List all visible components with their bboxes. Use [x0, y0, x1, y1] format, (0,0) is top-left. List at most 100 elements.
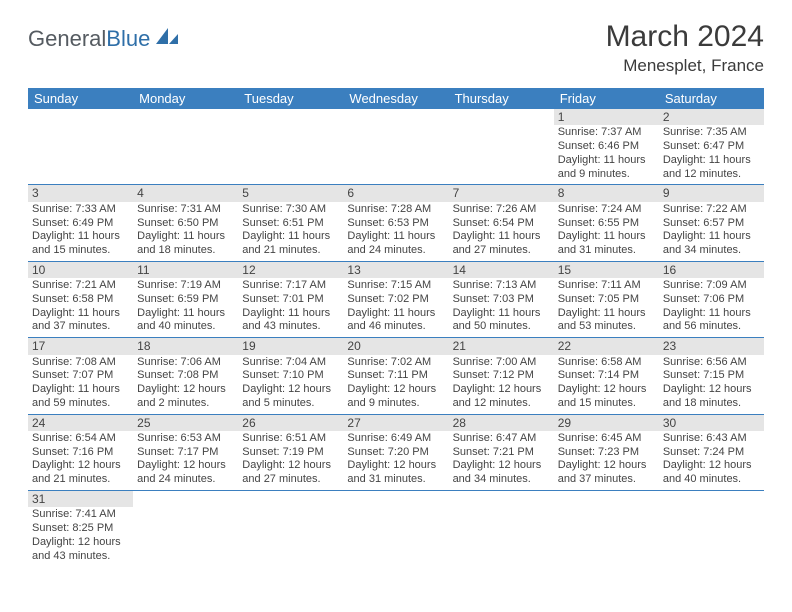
sunrise-text: Sunrise: 6:56 AM	[663, 356, 760, 370]
sunset-text: Sunset: 7:08 PM	[137, 369, 234, 383]
calendar-cell: 15Sunrise: 7:11 AMSunset: 7:05 PMDayligh…	[554, 261, 659, 337]
calendar-cell: 4Sunrise: 7:31 AMSunset: 6:50 PMDaylight…	[133, 185, 238, 261]
sunset-text: Sunset: 6:50 PM	[137, 217, 234, 231]
daylight-text-2: and 59 minutes.	[32, 397, 129, 411]
weekday-saturday: Saturday	[659, 88, 764, 109]
sunset-text: Sunset: 6:59 PM	[137, 293, 234, 307]
weekday-friday: Friday	[554, 88, 659, 109]
daylight-text-1: Daylight: 12 hours	[558, 383, 655, 397]
calendar-cell	[238, 109, 343, 185]
calendar-cell: 26Sunrise: 6:51 AMSunset: 7:19 PMDayligh…	[238, 414, 343, 490]
sunrise-text: Sunrise: 6:47 AM	[453, 432, 550, 446]
sunset-text: Sunset: 6:58 PM	[32, 293, 129, 307]
daylight-text-1: Daylight: 11 hours	[347, 307, 444, 321]
sunrise-text: Sunrise: 7:08 AM	[32, 356, 129, 370]
sunset-text: Sunset: 7:19 PM	[242, 446, 339, 460]
day-detail: Sunrise: 6:49 AMSunset: 7:20 PMDaylight:…	[343, 431, 448, 490]
daylight-text-1: Daylight: 12 hours	[137, 459, 234, 473]
daylight-text-1: Daylight: 11 hours	[32, 230, 129, 244]
sunrise-text: Sunrise: 7:41 AM	[32, 508, 129, 522]
sunrise-text: Sunrise: 7:21 AM	[32, 279, 129, 293]
daylight-text-2: and 56 minutes.	[663, 320, 760, 334]
day-number: 15	[554, 262, 659, 278]
sunset-text: Sunset: 7:02 PM	[347, 293, 444, 307]
day-number: 26	[238, 415, 343, 431]
day-detail: Sunrise: 7:15 AMSunset: 7:02 PMDaylight:…	[343, 278, 448, 337]
sunrise-text: Sunrise: 6:58 AM	[558, 356, 655, 370]
daylight-text-2: and 24 minutes.	[347, 244, 444, 258]
calendar-table: Sunday Monday Tuesday Wednesday Thursday…	[28, 88, 764, 566]
sunrise-text: Sunrise: 7:04 AM	[242, 356, 339, 370]
daylight-text-1: Daylight: 12 hours	[453, 383, 550, 397]
day-number: 17	[28, 338, 133, 354]
daylight-text-2: and 31 minutes.	[558, 244, 655, 258]
daylight-text-1: Daylight: 12 hours	[558, 459, 655, 473]
logo: GeneralBlue	[28, 20, 180, 52]
day-detail: Sunrise: 6:54 AMSunset: 7:16 PMDaylight:…	[28, 431, 133, 490]
calendar-cell: 25Sunrise: 6:53 AMSunset: 7:17 PMDayligh…	[133, 414, 238, 490]
day-number: 27	[343, 415, 448, 431]
day-detail: Sunrise: 7:06 AMSunset: 7:08 PMDaylight:…	[133, 355, 238, 414]
day-number: 24	[28, 415, 133, 431]
daylight-text-2: and 18 minutes.	[137, 244, 234, 258]
daylight-text-1: Daylight: 12 hours	[32, 459, 129, 473]
day-detail: Sunrise: 7:19 AMSunset: 6:59 PMDaylight:…	[133, 278, 238, 337]
day-detail: Sunrise: 7:21 AMSunset: 6:58 PMDaylight:…	[28, 278, 133, 337]
sunset-text: Sunset: 7:05 PM	[558, 293, 655, 307]
sunrise-text: Sunrise: 7:13 AM	[453, 279, 550, 293]
calendar-cell: 30Sunrise: 6:43 AMSunset: 7:24 PMDayligh…	[659, 414, 764, 490]
sunset-text: Sunset: 7:07 PM	[32, 369, 129, 383]
day-detail: Sunrise: 7:41 AMSunset: 8:25 PMDaylight:…	[28, 507, 133, 566]
daylight-text-2: and 27 minutes.	[242, 473, 339, 487]
day-detail: Sunrise: 7:37 AMSunset: 6:46 PMDaylight:…	[554, 125, 659, 184]
daylight-text-1: Daylight: 12 hours	[242, 459, 339, 473]
sunset-text: Sunset: 7:15 PM	[663, 369, 760, 383]
calendar-cell: 24Sunrise: 6:54 AMSunset: 7:16 PMDayligh…	[28, 414, 133, 490]
calendar-cell: 7Sunrise: 7:26 AMSunset: 6:54 PMDaylight…	[449, 185, 554, 261]
day-number: 28	[449, 415, 554, 431]
daylight-text-2: and 31 minutes.	[347, 473, 444, 487]
daylight-text-2: and 43 minutes.	[242, 320, 339, 334]
calendar-cell: 22Sunrise: 6:58 AMSunset: 7:14 PMDayligh…	[554, 338, 659, 414]
day-number: 3	[28, 185, 133, 201]
sunset-text: Sunset: 7:14 PM	[558, 369, 655, 383]
day-detail: Sunrise: 7:11 AMSunset: 7:05 PMDaylight:…	[554, 278, 659, 337]
calendar-cell: 17Sunrise: 7:08 AMSunset: 7:07 PMDayligh…	[28, 338, 133, 414]
calendar-cell	[28, 109, 133, 185]
sunset-text: Sunset: 6:55 PM	[558, 217, 655, 231]
daylight-text-1: Daylight: 11 hours	[453, 307, 550, 321]
calendar-cell: 8Sunrise: 7:24 AMSunset: 6:55 PMDaylight…	[554, 185, 659, 261]
calendar-cell: 19Sunrise: 7:04 AMSunset: 7:10 PMDayligh…	[238, 338, 343, 414]
page-header: GeneralBlue March 2024 Menesplet, France	[28, 20, 764, 76]
sunrise-text: Sunrise: 7:28 AM	[347, 203, 444, 217]
sunrise-text: Sunrise: 7:19 AM	[137, 279, 234, 293]
daylight-text-1: Daylight: 12 hours	[663, 459, 760, 473]
day-number: 1	[554, 109, 659, 125]
calendar-row: 24Sunrise: 6:54 AMSunset: 7:16 PMDayligh…	[28, 414, 764, 490]
calendar-cell: 13Sunrise: 7:15 AMSunset: 7:02 PMDayligh…	[343, 261, 448, 337]
daylight-text-2: and 40 minutes.	[663, 473, 760, 487]
sunrise-text: Sunrise: 7:33 AM	[32, 203, 129, 217]
month-title: March 2024	[606, 20, 764, 54]
sunset-text: Sunset: 7:21 PM	[453, 446, 550, 460]
day-number: 25	[133, 415, 238, 431]
day-number: 6	[343, 185, 448, 201]
sunrise-text: Sunrise: 6:54 AM	[32, 432, 129, 446]
sunset-text: Sunset: 7:20 PM	[347, 446, 444, 460]
sunset-text: Sunset: 8:25 PM	[32, 522, 129, 536]
sunrise-text: Sunrise: 7:22 AM	[663, 203, 760, 217]
weekday-header-row: Sunday Monday Tuesday Wednesday Thursday…	[28, 88, 764, 109]
day-detail: Sunrise: 7:17 AMSunset: 7:01 PMDaylight:…	[238, 278, 343, 337]
daylight-text-1: Daylight: 11 hours	[453, 230, 550, 244]
sunrise-text: Sunrise: 6:49 AM	[347, 432, 444, 446]
daylight-text-1: Daylight: 11 hours	[558, 154, 655, 168]
day-detail: Sunrise: 6:45 AMSunset: 7:23 PMDaylight:…	[554, 431, 659, 490]
day-detail: Sunrise: 6:47 AMSunset: 7:21 PMDaylight:…	[449, 431, 554, 490]
day-number: 14	[449, 262, 554, 278]
sunrise-text: Sunrise: 7:26 AM	[453, 203, 550, 217]
day-detail: Sunrise: 7:13 AMSunset: 7:03 PMDaylight:…	[449, 278, 554, 337]
title-block: March 2024 Menesplet, France	[606, 20, 764, 76]
calendar-cell: 18Sunrise: 7:06 AMSunset: 7:08 PMDayligh…	[133, 338, 238, 414]
day-detail: Sunrise: 6:56 AMSunset: 7:15 PMDaylight:…	[659, 355, 764, 414]
calendar-cell	[554, 490, 659, 566]
